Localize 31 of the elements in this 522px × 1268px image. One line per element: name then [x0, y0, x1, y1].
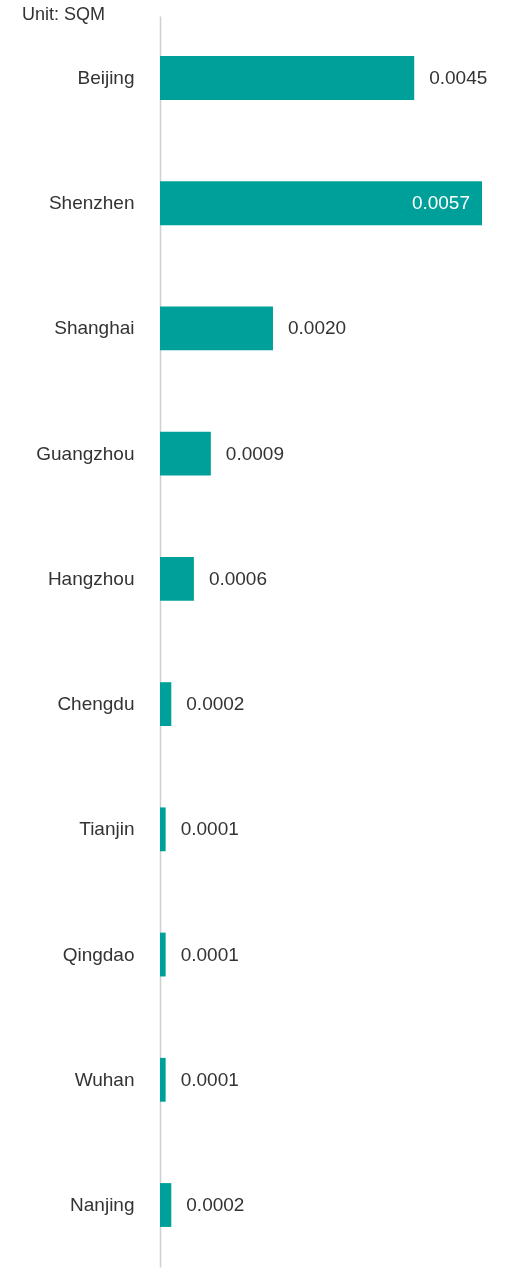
data-label: 0.0002	[186, 693, 245, 715]
bar	[160, 807, 166, 852]
data-label: 0.0001	[180, 1068, 239, 1090]
data-label: 0.0001	[180, 943, 239, 965]
data-label: 0.0001	[180, 818, 239, 840]
y-tick-label: Beijing	[77, 66, 135, 88]
y-tick-label: Qingdao	[62, 943, 135, 965]
data-label: 0.0002	[186, 1194, 245, 1216]
y-tick-label: Shenzhen	[48, 192, 135, 214]
data-label: 0.0009	[225, 442, 284, 464]
bar	[160, 682, 172, 727]
bar	[160, 431, 211, 476]
bar	[160, 1057, 166, 1102]
y-tick-label: Shanghai	[54, 317, 135, 339]
bar	[160, 556, 194, 601]
y-tick-label: Guangzhou	[36, 442, 135, 464]
bar	[160, 1183, 172, 1227]
data-label: 0.0020	[287, 317, 347, 339]
chart-subtitle: Unit: SQM	[22, 4, 106, 24]
data-label: 0.0045	[429, 66, 488, 88]
data-label: 0.0006	[208, 567, 268, 589]
bar	[160, 181, 482, 226]
y-tick-label: Hangzhou	[47, 567, 135, 589]
bar	[160, 932, 166, 977]
bar	[160, 306, 273, 351]
data-label: 0.0057	[411, 192, 470, 214]
y-tick-label: Chengdu	[57, 693, 135, 715]
y-tick-label: Tianjin	[79, 818, 135, 840]
y-tick-label: Nanjing	[70, 1194, 135, 1216]
y-tick-label: Wuhan	[74, 1068, 135, 1090]
bar	[160, 56, 415, 100]
